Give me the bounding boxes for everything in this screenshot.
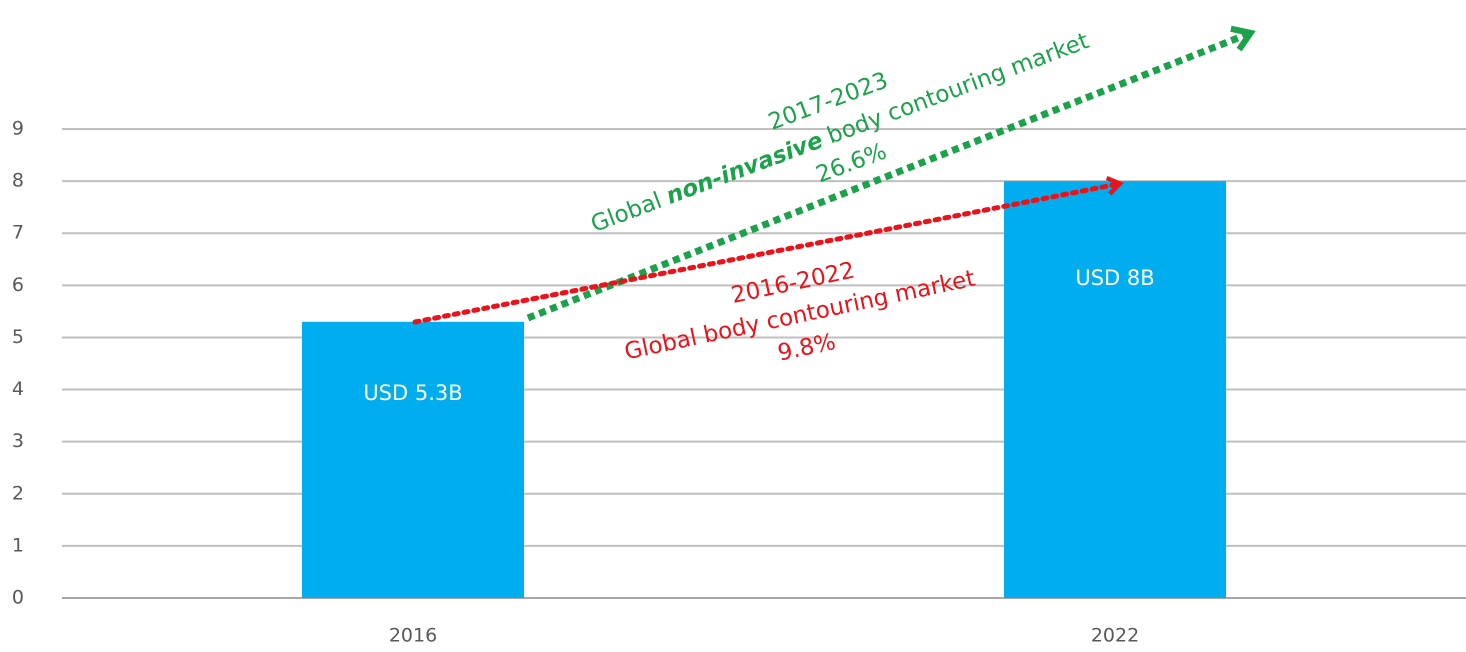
bar (302, 321, 524, 598)
y-tick-label: 7 (12, 222, 24, 244)
y-tick-label: 8 (12, 170, 24, 192)
bars: 2016 USD 5.3B 2022 USD 8B (302, 181, 1226, 647)
y-tick-label: 3 (12, 430, 24, 452)
y-tick-label: 4 (12, 378, 24, 400)
annotation-part: Global (587, 187, 665, 237)
annotation-part: non-invasive (663, 127, 827, 209)
y-tick-label: 6 (12, 274, 24, 296)
x-tick-label: 2016 (389, 625, 437, 647)
y-tick-label: 2 (12, 482, 24, 504)
y-tick-label: 0 (12, 587, 24, 609)
x-tick-label: 2022 (1091, 625, 1139, 647)
bar (1004, 181, 1226, 598)
y-tick-label: 1 (12, 534, 24, 556)
data-label: USD 5.3B (363, 381, 462, 405)
green-arrow (526, 25, 1256, 322)
y-tick-label: 5 (12, 326, 24, 348)
y-tick-label: 9 (12, 118, 24, 140)
grid: 0 1 2 3 4 5 6 7 8 9 (12, 118, 1466, 609)
data-label: USD 8B (1075, 266, 1154, 290)
red-arrow (412, 176, 1124, 325)
annotation-line: 9.8% (775, 329, 838, 367)
